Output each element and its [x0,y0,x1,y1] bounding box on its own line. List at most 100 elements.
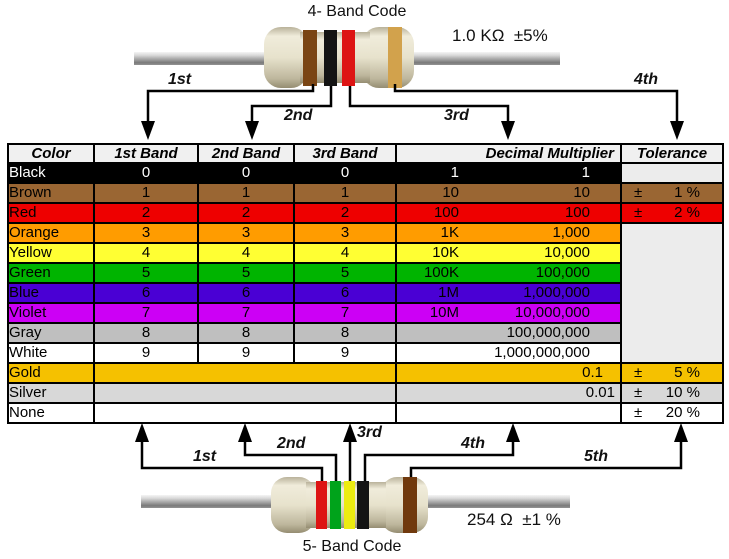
color-name-cell: Green [7,262,95,284]
color-name-cell: Red [7,202,95,224]
multiplier-prefix: 100 [433,204,459,221]
band3-cell: 5 [293,262,397,284]
bottom-arrow-1st [135,423,324,481]
color-name-cell: Black [7,162,95,184]
table-row-gold: Gold 0.1 ±5 % [7,362,724,384]
band2-cell: 3 [197,222,295,244]
bands-merged-cell [93,362,397,384]
table-row-silver: Silver 0.01 ±10 % [7,382,724,404]
multiplier-value: 0.1 [582,364,603,381]
header-decimal-multiplier: Decimal Multiplier [395,143,622,164]
band-black [324,30,337,86]
plus-minus-sign: ± [634,384,643,401]
top-arrows [141,84,684,140]
color-name-cell: Gray [7,322,95,344]
top-arrow-label-1st: 1st [168,71,192,88]
top-arrow-4th [393,84,684,140]
bottom-arrow-4th [363,423,520,481]
tolerance-cell: ±2 % [620,202,724,224]
multiplier-value: 10,000,000 [514,304,590,321]
bands-merged-cell [93,382,397,404]
bottom-arrow-5th [409,423,688,478]
tolerance-value: 20 % [665,404,700,421]
band1-cell: 4 [93,242,199,264]
header-2nd-band: 2nd Band [197,143,295,164]
band-brown [303,30,317,86]
table-row-red: Red 2 2 2 100 100 ±2 % [7,202,724,224]
bottom-arrow-label-1st: 1st [193,448,217,465]
table-row-brown: Brown 1 1 1 10 10 ±1 % [7,182,724,204]
top-title: 4- Band Code [307,3,407,20]
top-arrow-label-3rd: 3rd [444,107,469,124]
band-green [330,481,341,529]
band2-cell: 2 [197,202,295,224]
band2-cell: 6 [197,282,295,304]
multiplier-cell: 1M 1,000,000 [395,282,622,304]
multiplier-cell: 1K 1,000 [395,222,622,244]
band3-cell: 6 [293,282,397,304]
multiplier-cell: 1,000,000,000 [395,342,622,364]
multiplier-value: 100,000 [535,264,590,281]
plus-minus-sign: ± [634,404,643,421]
color-name-cell: Orange [7,222,95,244]
header-1st-band: 1st Band [93,143,199,164]
color-name-cell: Blue [7,282,95,304]
top-resistor-value: 1.0 KΩ ±5% [452,26,548,45]
band3-cell: 9 [293,342,397,364]
tolerance-cell: ±1 % [620,182,724,204]
header-3rd-band: 3rd Band [293,143,397,164]
resistor-body-left-cap [264,27,308,88]
band-black [357,481,369,529]
plus-minus-sign: ± [634,184,643,201]
multiplier-value: 1 [581,164,590,181]
tolerance-cell: ±10 % [620,382,724,404]
multiplier-cell: 0.01 [395,382,622,404]
multiplier-prefix: 10M [429,304,459,321]
table-header-row: Color 1st Band 2nd Band 3rd Band Decimal… [7,143,724,164]
multiplier-prefix: 10K [432,244,459,261]
color-name-cell: Violet [7,302,95,324]
band3-cell: 3 [293,222,397,244]
band3-cell: 2 [293,202,397,224]
header-color: Color [7,143,95,164]
color-code-table: Color 1st Band 2nd Band 3rd Band Decimal… [7,143,724,424]
multiplier-prefix: 1M [438,284,459,301]
band2-cell: 1 [197,182,295,204]
multiplier-prefix: 100K [423,264,459,281]
band2-cell: 8 [197,322,295,344]
band-red [316,481,327,529]
tolerance-cell: ±5 % [620,362,724,384]
band3-cell: 4 [293,242,397,264]
color-name-cell: White [7,342,95,364]
bands-merged-cell [93,402,397,424]
table-row-gray: Gray 8 8 8 100,000,000 [7,322,723,344]
color-name-cell: Gold [7,362,95,384]
multiplier-cell: 0.1 [395,362,622,384]
band3-cell: 7 [293,302,397,324]
multiplier-value: 100 [564,204,590,221]
table-row-blue: Blue 6 6 6 1M 1,000,000 [7,282,723,304]
band1-cell: 0 [93,162,199,184]
multiplier-cell: 100,000,000 [395,322,622,344]
band3-cell: 8 [293,322,397,344]
table-row-green: Green 5 5 5 100K 100,000 [7,262,723,284]
bottom-resistor-value: 254 Ω ±1 % [467,510,561,529]
multiplier-value: 100,000,000 [506,324,590,341]
header-tolerance: Tolerance [620,143,724,164]
color-name-cell: None [7,402,95,424]
band2-cell: 7 [197,302,295,324]
bottom-arrow-label-3rd: 3rd [357,424,382,441]
top-arrow-1st [141,84,315,140]
bottom-arrows [135,423,688,481]
tolerance-value: 10 % [665,384,700,401]
plus-minus-sign: ± [634,204,643,221]
multiplier-cell: 100K 100,000 [395,262,622,284]
band-gold [388,27,402,88]
band2-cell: 5 [197,262,295,284]
multiplier-value: 1,000,000 [523,284,590,301]
multiplier-value: 10 [573,184,590,201]
band3-cell: 0 [293,162,397,184]
band-brown [403,477,417,533]
multiplier-value: 1,000 [552,224,590,241]
